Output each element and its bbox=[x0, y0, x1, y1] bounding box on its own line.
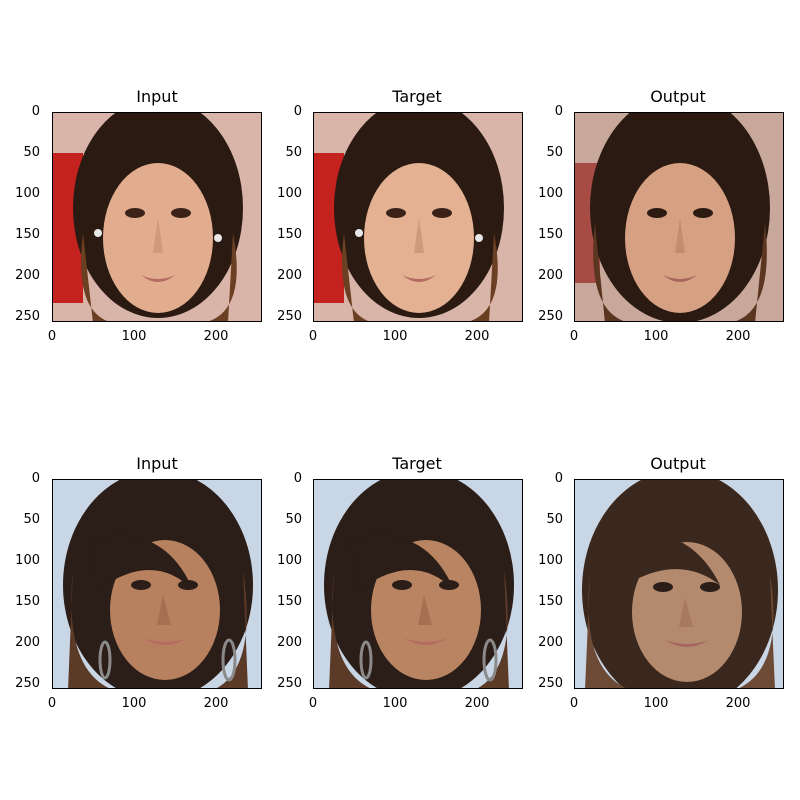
x-tick-label: 0 bbox=[569, 696, 579, 711]
face-portrait-icon bbox=[53, 113, 261, 321]
y-tick-label: 0 bbox=[31, 104, 40, 119]
y-tick-label: 200 bbox=[277, 268, 302, 283]
y-tick-label: 250 bbox=[15, 309, 40, 324]
x-tick-label: 200 bbox=[464, 329, 490, 344]
y-tick-label: 150 bbox=[538, 594, 563, 609]
row1-output-title: Output bbox=[650, 87, 706, 106]
y-tick-label: 150 bbox=[538, 227, 563, 242]
y-tick-label: 100 bbox=[538, 186, 563, 201]
y-tick-label: 50 bbox=[23, 512, 40, 527]
x-tick-label: 0 bbox=[308, 329, 318, 344]
y-tick-label: 50 bbox=[546, 145, 563, 160]
x-tick-label: 200 bbox=[725, 329, 751, 344]
x-tick-label: 200 bbox=[464, 696, 490, 711]
row1-target-image bbox=[313, 112, 523, 322]
x-tick-label: 100 bbox=[121, 329, 147, 344]
y-tick-label: 250 bbox=[277, 676, 302, 691]
y-tick-label: 100 bbox=[15, 553, 40, 568]
y-tick-label: 0 bbox=[554, 104, 563, 119]
row2-output-image bbox=[574, 479, 784, 689]
y-tick-label: 200 bbox=[15, 635, 40, 650]
y-tick-label: 0 bbox=[293, 471, 302, 486]
face-portrait-icon bbox=[53, 480, 261, 688]
face-portrait-icon bbox=[575, 113, 783, 321]
face-portrait-icon bbox=[575, 480, 783, 688]
y-tick-label: 100 bbox=[15, 186, 40, 201]
y-tick-label: 100 bbox=[538, 553, 563, 568]
y-tick-label: 150 bbox=[277, 594, 302, 609]
y-tick-label: 200 bbox=[538, 268, 563, 283]
y-tick-label: 50 bbox=[23, 145, 40, 160]
row2-output-title: Output bbox=[650, 454, 706, 473]
y-tick-label: 0 bbox=[554, 471, 563, 486]
y-tick-label: 150 bbox=[277, 227, 302, 242]
y-tick-label: 250 bbox=[277, 309, 302, 324]
y-tick-label: 150 bbox=[15, 227, 40, 242]
y-tick-label: 250 bbox=[538, 309, 563, 324]
x-tick-label: 100 bbox=[643, 329, 669, 344]
y-tick-label: 250 bbox=[538, 676, 563, 691]
row1-input-title: Input bbox=[136, 87, 178, 106]
y-tick-label: 150 bbox=[15, 594, 40, 609]
x-tick-label: 200 bbox=[725, 696, 751, 711]
row2-input-title: Input bbox=[136, 454, 178, 473]
x-tick-label: 200 bbox=[203, 329, 229, 344]
x-tick-label: 100 bbox=[643, 696, 669, 711]
y-tick-label: 200 bbox=[538, 635, 563, 650]
y-tick-label: 50 bbox=[285, 145, 302, 160]
x-tick-label: 200 bbox=[203, 696, 229, 711]
y-tick-label: 50 bbox=[285, 512, 302, 527]
x-tick-label: 0 bbox=[308, 696, 318, 711]
x-tick-label: 0 bbox=[47, 696, 57, 711]
face-portrait-icon bbox=[314, 113, 522, 321]
y-tick-label: 50 bbox=[546, 512, 563, 527]
y-tick-label: 200 bbox=[277, 635, 302, 650]
x-tick-label: 100 bbox=[382, 329, 408, 344]
y-tick-label: 100 bbox=[277, 553, 302, 568]
y-tick-label: 250 bbox=[15, 676, 40, 691]
y-tick-label: 0 bbox=[31, 471, 40, 486]
x-tick-label: 0 bbox=[569, 329, 579, 344]
row1-input-image bbox=[52, 112, 262, 322]
row2-input-image bbox=[52, 479, 262, 689]
face-portrait-icon bbox=[314, 480, 522, 688]
row2-target-title: Target bbox=[392, 454, 442, 473]
y-tick-label: 0 bbox=[293, 104, 302, 119]
y-tick-label: 100 bbox=[277, 186, 302, 201]
row1-output-image bbox=[574, 112, 784, 322]
x-tick-label: 0 bbox=[47, 329, 57, 344]
y-tick-label: 200 bbox=[15, 268, 40, 283]
x-tick-label: 100 bbox=[382, 696, 408, 711]
x-tick-label: 100 bbox=[121, 696, 147, 711]
row2-target-image bbox=[313, 479, 523, 689]
row1-target-title: Target bbox=[392, 87, 442, 106]
